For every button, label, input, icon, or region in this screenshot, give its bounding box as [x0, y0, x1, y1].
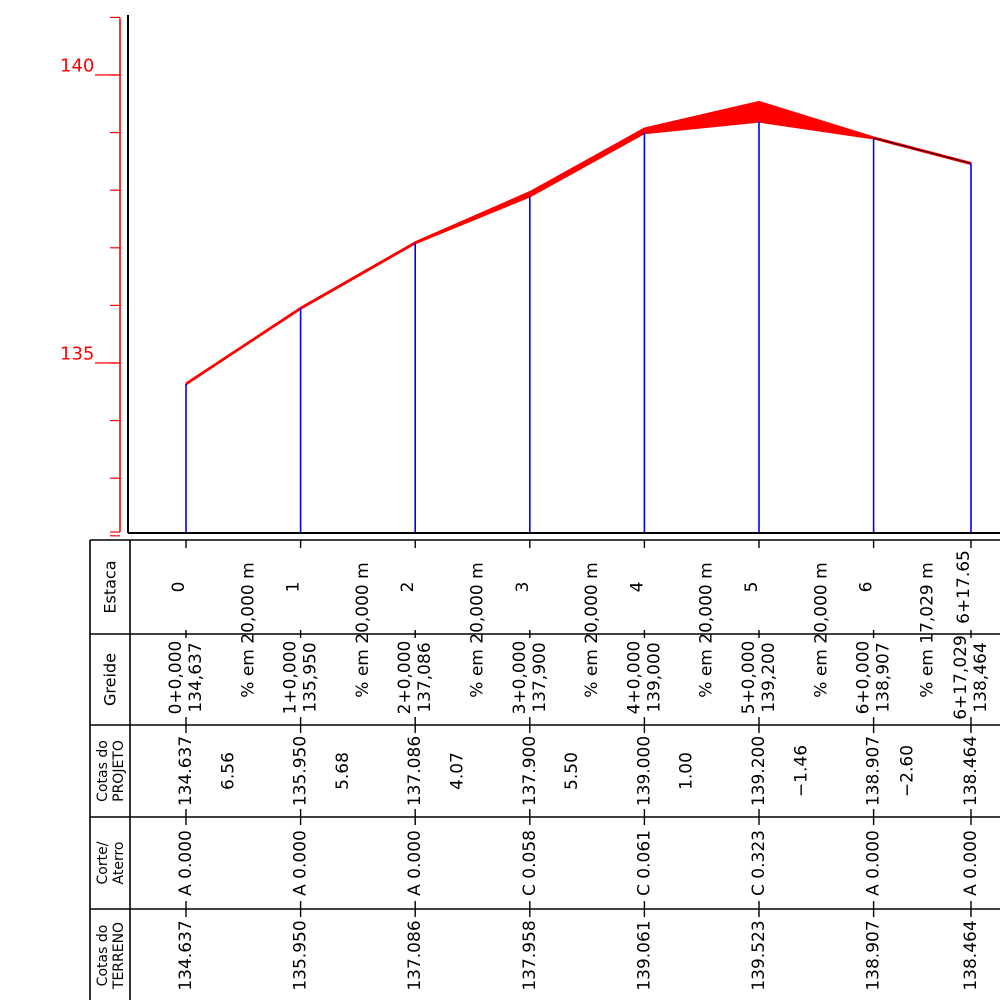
segment-slope-percent: −2.60 — [897, 745, 917, 797]
segment-slope-percent: 5.68 — [333, 752, 353, 790]
segment-greide-length: % em 20,000 m — [238, 562, 258, 697]
row-label-corte-line1: Corte/ — [95, 841, 111, 884]
station-greide-elevation: 138,464 — [971, 642, 991, 712]
station-greide-elevation: 137,900 — [530, 642, 550, 712]
station-corte-aterro: A 0.000 — [291, 830, 311, 896]
segment-slope-percent: 4.07 — [448, 752, 468, 790]
station-estaca: 4 — [627, 582, 647, 593]
segment-slope-percent: 1.00 — [677, 752, 697, 790]
station-cota-projeto: 137.900 — [520, 736, 540, 806]
station-greide-elevation: 139,000 — [644, 642, 664, 712]
row-label-corte-line2: Aterro — [111, 842, 127, 885]
station-estaca: 0 — [169, 582, 189, 593]
station-cota-terreno: 139.061 — [634, 920, 654, 990]
segment-slope-percent: −1.46 — [791, 745, 811, 797]
row-label-estaca: Estaca — [101, 560, 120, 613]
station-estaca: 6+17.65 — [954, 550, 974, 624]
station-greide-station: 2+0,000 — [395, 641, 415, 715]
station-greide-station: 3+0,000 — [510, 641, 530, 715]
cut-fill-band — [185, 100, 972, 386]
row-label-terreno-line1: Cotas do — [95, 925, 111, 987]
row-label-projeto-line2: PROJETO — [111, 740, 127, 802]
segment-slope-percent: 5.50 — [562, 752, 582, 790]
cut-fill-area — [185, 100, 972, 386]
station-cota-terreno: 138.464 — [961, 920, 981, 990]
axis-label: 135 — [60, 344, 94, 365]
segment-greide-length: % em 20,000 m — [697, 562, 717, 697]
station-cota-projeto: 137.086 — [405, 736, 425, 806]
segment-greide-length: % em 20,000 m — [353, 562, 373, 697]
station-cota-projeto: 139.000 — [634, 736, 654, 806]
station-corte-aterro: A 0.000 — [961, 830, 981, 896]
station-cota-terreno: 135.950 — [291, 920, 311, 990]
station-estaca: 6 — [857, 582, 877, 593]
station-greide-station: 6+17,029 — [951, 635, 971, 720]
station-greide-elevation: 139,200 — [759, 642, 779, 712]
station-cota-terreno: 137.086 — [405, 920, 425, 990]
row-label-greide: Greide — [101, 653, 120, 706]
station-cota-terreno: 139.523 — [749, 920, 769, 990]
segment-greide-length: % em 20,000 m — [582, 562, 602, 697]
station-greide-elevation: 135,950 — [301, 642, 321, 712]
axis-label: 140 — [60, 56, 94, 77]
station-lines — [185, 121, 972, 533]
row-label-projeto-line1: Cotas do — [95, 740, 111, 802]
station-greide-station: 5+0,000 — [739, 641, 759, 715]
station-greide-station: 6+0,000 — [854, 641, 874, 715]
station-corte-aterro: A 0.000 — [176, 830, 196, 896]
grade-line-end — [873, 137, 972, 165]
station-cota-projeto: 138.464 — [961, 736, 981, 806]
segment-greide-length: % em 17,029 m — [917, 562, 937, 697]
station-cota-projeto: 134.637 — [176, 736, 196, 806]
station-corte-aterro: C 0.061 — [634, 830, 654, 896]
row-label-terreno-line2: TERRENO — [111, 922, 127, 990]
station-greide-elevation: 137,086 — [415, 642, 435, 712]
station-estaca: 2 — [398, 582, 418, 593]
station-cota-projeto: 135.950 — [291, 736, 311, 806]
station-greide-elevation: 138,907 — [874, 642, 894, 712]
segment-greide-length: % em 20,000 m — [811, 562, 831, 697]
station-cota-terreno: 134.637 — [176, 920, 196, 990]
elevation-axis: 140 135 — [60, 15, 1000, 537]
station-estaca: 3 — [513, 582, 533, 593]
station-greide-station: 1+0,000 — [281, 641, 301, 715]
station-greide-station: 4+0,000 — [624, 641, 644, 715]
station-cota-projeto: 138.907 — [864, 736, 884, 806]
station-corte-aterro: A 0.000 — [405, 830, 425, 896]
station-corte-aterro: C 0.323 — [749, 830, 769, 896]
station-cota-terreno: 138.907 — [864, 920, 884, 990]
station-corte-aterro: A 0.000 — [864, 830, 884, 896]
station-greide-station: 0+0,000 — [166, 641, 186, 715]
station-corte-aterro: C 0.058 — [520, 830, 540, 896]
station-cota-terreno: 137.958 — [520, 920, 540, 990]
segment-greide-length: % em 20,000 m — [468, 562, 488, 697]
segment-slope-percent: 6.56 — [218, 752, 238, 790]
profile-table-grid — [89, 539, 1000, 1000]
station-greide-elevation: 134,637 — [186, 642, 206, 712]
station-estaca: 1 — [284, 582, 304, 593]
station-estaca: 5 — [742, 582, 762, 593]
station-cota-projeto: 139.200 — [749, 736, 769, 806]
